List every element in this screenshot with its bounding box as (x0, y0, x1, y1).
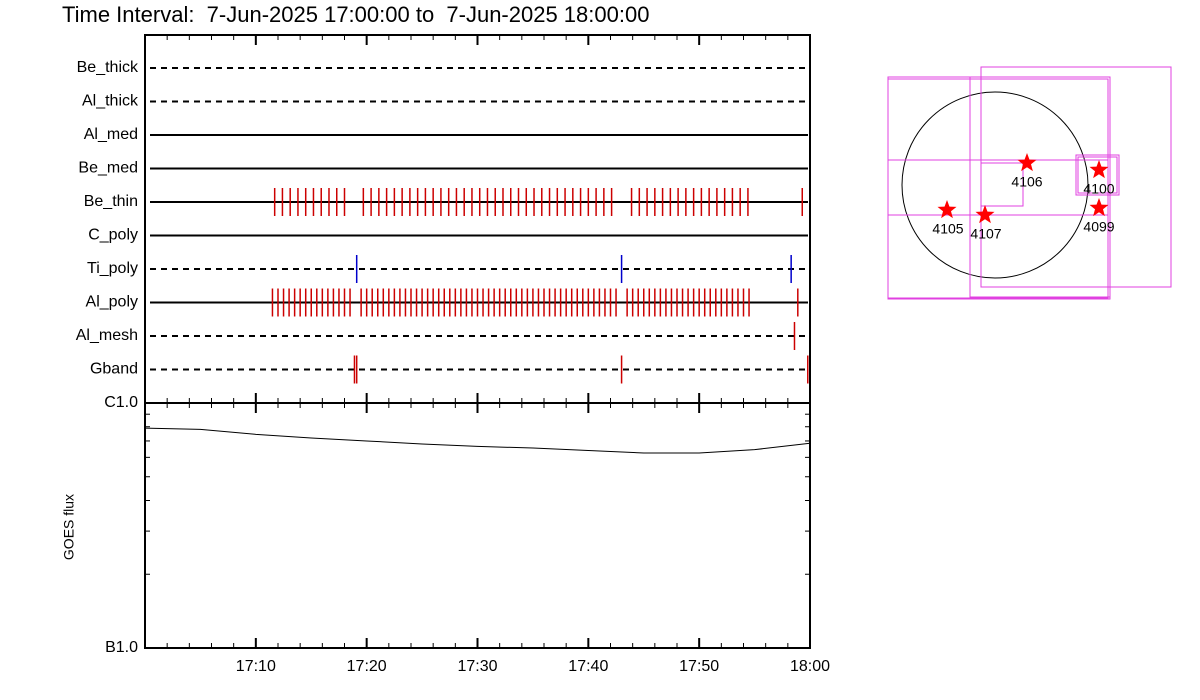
filter-label: Be_thick (77, 59, 139, 76)
y-axis-label: GOES flux (61, 494, 77, 560)
fov (1075, 154, 1120, 196)
x-tick-label: 17:50 (679, 658, 719, 675)
region-label: 4105 (932, 221, 963, 237)
filter-label: C_poly (88, 227, 138, 244)
filter-label: Al_poly (86, 294, 138, 311)
fov (887, 76, 1111, 300)
region-star (1089, 160, 1109, 179)
region-star (1017, 153, 1037, 172)
filter-label: Al_mesh (76, 327, 138, 344)
sun-map (887, 66, 1172, 300)
solar-disk (901, 91, 1089, 279)
goes-curve (144, 427, 811, 454)
x-tick-label: 17:30 (457, 658, 497, 675)
filter-panel (144, 34, 811, 404)
goes-panel (144, 402, 811, 649)
fov (1077, 156, 1118, 194)
fov (887, 78, 1109, 299)
filter-label: Al_thick (82, 93, 139, 110)
x-tick-label: 17:10 (236, 658, 276, 675)
region-label: 4100 (1083, 181, 1114, 197)
filter-label: Al_med (84, 126, 138, 143)
x-tick-label: 17:20 (347, 658, 387, 675)
filter-label: Gband (90, 361, 138, 378)
fov (969, 76, 1111, 298)
filter-label: Ti_poly (87, 260, 138, 277)
filter-label: Be_med (78, 160, 138, 177)
region-star (975, 205, 995, 224)
region-label: 4107 (970, 226, 1001, 242)
fov (980, 162, 1024, 207)
x-tick-label: 18:00 (790, 658, 830, 675)
x-tick-label: 17:40 (568, 658, 608, 675)
region-label: 4106 (1011, 174, 1042, 190)
y-tick-label: B1.0 (105, 639, 138, 656)
region-label: 4099 (1083, 219, 1114, 235)
region-star (937, 200, 957, 219)
y-tick-label: C1.0 (104, 394, 138, 411)
region-star (1089, 198, 1109, 217)
title: Time Interval: 7-Jun-2025 17:00:00 to 7-… (62, 2, 649, 27)
filter-label: Be_thin (84, 193, 138, 210)
